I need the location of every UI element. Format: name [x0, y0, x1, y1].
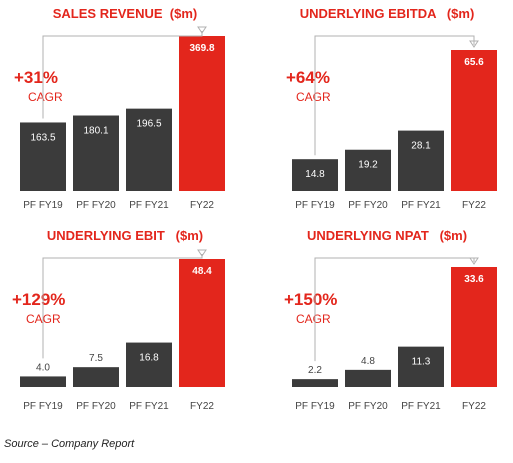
- bar: [292, 379, 338, 387]
- bar-chart: 163.5 PF FY19 180.1 PF FY20 196.5 PF FY21 369.…: [20, 26, 225, 211]
- data-label: 180.1: [83, 126, 108, 137]
- data-label: 4.8: [361, 356, 375, 367]
- cagr-connector: [314, 35, 475, 156]
- data-label: 2.2: [308, 365, 322, 376]
- bar: [179, 259, 225, 387]
- cagr-value: +150%: [284, 290, 338, 309]
- category-label: FY22: [462, 200, 486, 211]
- cagr-connector: [42, 31, 203, 119]
- cagr-value: +31%: [14, 68, 58, 87]
- cagr-value: +129%: [12, 290, 66, 309]
- data-label: 48.4: [192, 266, 212, 277]
- bar: [398, 130, 444, 191]
- data-label: 14.8: [305, 169, 325, 180]
- bar: [179, 36, 225, 191]
- chart-title: UNDERLYING NPAT ($m): [306, 228, 468, 243]
- data-label: 4.0: [36, 362, 50, 373]
- data-label: 196.5: [136, 119, 161, 130]
- category-label: PF FY21: [129, 200, 169, 211]
- data-label: 11.3: [412, 357, 431, 368]
- arrow-head: [197, 26, 207, 34]
- category-label: PF FY19: [23, 401, 63, 412]
- cagr-connector: [314, 257, 475, 362]
- bar: [73, 115, 119, 191]
- bar: [451, 267, 497, 387]
- bar: [292, 159, 338, 191]
- data-label: 65.6: [464, 57, 484, 68]
- cagr-value: +64%: [286, 68, 330, 87]
- arrow-head: [469, 257, 479, 265]
- data-label: 16.8: [139, 353, 159, 364]
- cagr-label: CAGR: [296, 90, 331, 104]
- category-label: PF FY20: [76, 200, 116, 211]
- bar: [345, 149, 391, 191]
- bar-chart: 14.8 PF FY19 19.2 PF FY20 28.1 PF FY21 65.6 FY2…: [292, 35, 497, 211]
- data-label: 19.2: [358, 160, 378, 171]
- data-label: 28.1: [411, 141, 431, 152]
- category-label: PF FY20: [76, 401, 116, 412]
- chart-underlying-ebit: UNDERLYING EBIT ($m) +129% CAGR 4.0 PF FY…: [0, 226, 250, 436]
- bar: [451, 50, 497, 191]
- data-label: 7.5: [89, 353, 103, 364]
- bar: [398, 346, 444, 387]
- chart-underlying-ebitda: UNDERLYING EBITDA ($m) +64% CAGR 14.8 PF …: [262, 4, 512, 214]
- chart-title: UNDERLYING EBITDA ($m): [299, 6, 475, 21]
- cagr-label: CAGR: [28, 90, 63, 104]
- category-label: PF FY21: [129, 401, 169, 412]
- bar-chart: 4.0 PF FY19 7.5 PF FY20 16.8 PF FY21 48.4 FY22: [20, 249, 225, 412]
- chart-title: UNDERLYING EBIT ($m): [46, 228, 204, 243]
- data-label: 369.8: [189, 43, 214, 54]
- bar: [126, 342, 172, 387]
- cagr-label: CAGR: [296, 312, 331, 326]
- chart-sales-revenue: SALES REVENUE ($m) +31% CAGR 163.5 PF FY1…: [0, 4, 250, 214]
- source-note: Source – Company Report: [4, 438, 135, 450]
- category-label: PF FY19: [295, 200, 335, 211]
- category-label: PF FY21: [401, 200, 441, 211]
- category-label: PF FY19: [295, 401, 335, 412]
- category-label: PF FY19: [23, 200, 63, 211]
- bar: [20, 122, 66, 191]
- category-label: PF FY21: [401, 401, 441, 412]
- bar: [126, 108, 172, 191]
- chart-title: SALES REVENUE ($m): [52, 6, 198, 21]
- arrow-head: [469, 40, 479, 48]
- chart-underlying-npat: UNDERLYING NPAT ($m) +150% CAGR 2.2 PF FY…: [262, 226, 512, 436]
- bar: [345, 369, 391, 387]
- arrow-head: [197, 249, 207, 257]
- data-label: 33.6: [464, 274, 484, 285]
- category-label: FY22: [190, 200, 214, 211]
- category-label: FY22: [462, 401, 486, 412]
- bar-chart: 2.2 PF FY19 4.8 PF FY20 11.3 PF FY21 33.6 FY22: [292, 257, 497, 412]
- category-label: PF FY20: [348, 401, 388, 412]
- category-label: PF FY20: [348, 200, 388, 211]
- bar: [73, 367, 119, 387]
- data-label: 163.5: [30, 132, 55, 143]
- category-label: FY22: [190, 401, 214, 412]
- cagr-connector: [42, 254, 203, 359]
- bar: [20, 376, 66, 387]
